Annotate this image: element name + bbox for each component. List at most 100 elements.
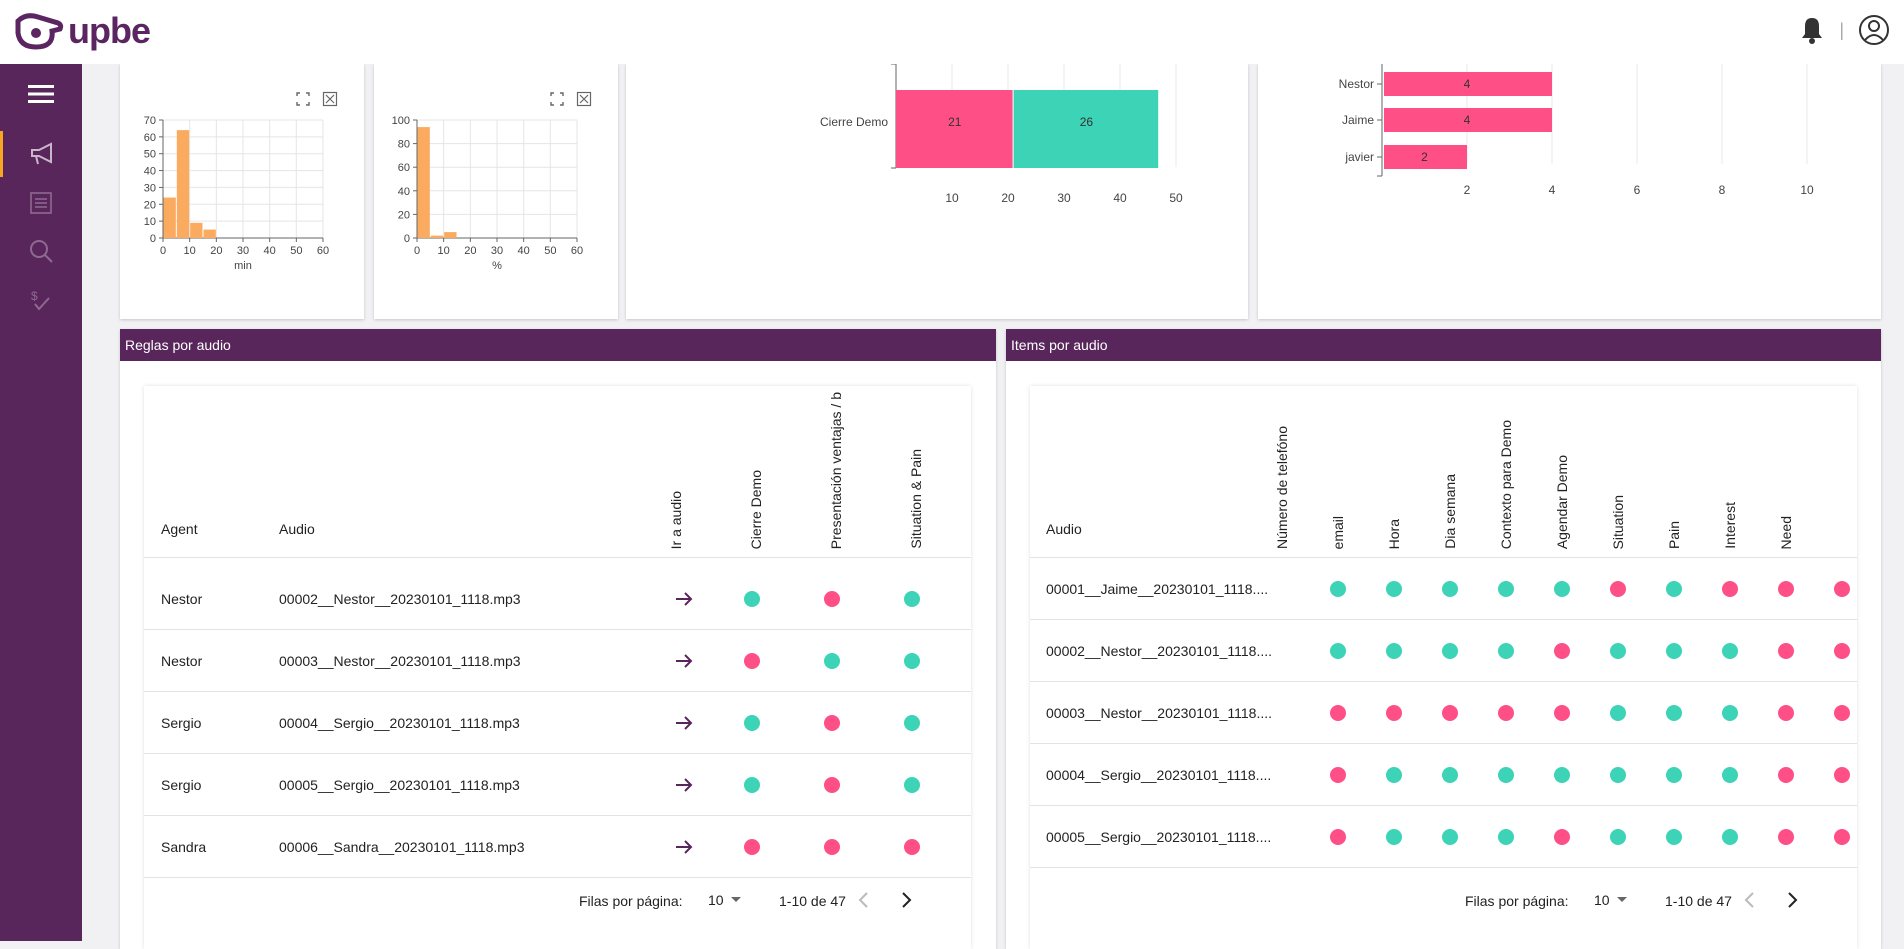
x-tick-label: 8 — [1719, 183, 1726, 197]
stacked-bar-segment — [1013, 90, 1159, 168]
agents-chart: 2 4 6 8 10 Nestor 4 Jaime 4 javier 2 — [1339, 64, 1814, 197]
x-tick-label: 10 — [945, 191, 959, 205]
col-presentacion-ventajas: Presentación ventajas / b — [828, 391, 844, 549]
fullscreen-icon[interactable] — [549, 91, 565, 107]
category-label: Nestor — [1339, 77, 1374, 91]
x-axis-label: % — [492, 260, 502, 272]
status-dot — [1834, 829, 1850, 845]
x-tick-label: 10 — [438, 245, 450, 257]
y-tick-label: 70 — [144, 115, 156, 127]
fullscreen-icon[interactable] — [295, 91, 311, 107]
divider: | — [1839, 19, 1844, 40]
bar — [1384, 72, 1552, 96]
x-tick-label: 60 — [571, 245, 583, 257]
bar — [1384, 108, 1552, 132]
audio-cell: 00003__Nestor__20230101_1118.... — [1046, 705, 1273, 721]
exit-fullscreen-icon[interactable] — [322, 91, 338, 107]
next-page-icon[interactable] — [1784, 891, 1800, 909]
arrow-right-icon — [676, 840, 693, 854]
reglas-rows-per-page-label: Filas por página: — [579, 893, 683, 909]
status-dot — [1554, 643, 1570, 659]
sidebar-item-campaigns[interactable] — [0, 131, 82, 177]
status-dot — [744, 653, 760, 669]
sidebar-item-search[interactable] — [0, 228, 82, 274]
status-dot — [1778, 643, 1794, 659]
x-tick-label: 40 — [264, 245, 276, 257]
status-dot — [1554, 581, 1570, 597]
x-tick-label: 20 — [1001, 191, 1015, 205]
status-dot — [1330, 643, 1346, 659]
col-ir-a-audio: Ir a audio — [668, 490, 684, 549]
table-row: Nestor 00002__Nestor__20230101_1118.mp3 — [144, 568, 971, 630]
status-dot — [904, 653, 920, 669]
cierre-demo-card: 10 20 30 40 50 Cierre Demo 21 26 — [626, 64, 1248, 319]
prev-page-icon[interactable] — [1742, 891, 1758, 909]
y-tick-label: 40 — [398, 186, 410, 198]
col-item-header: Pain — [1666, 520, 1682, 549]
status-dot — [1554, 705, 1570, 721]
go-to-audio-button[interactable] — [674, 714, 694, 732]
arrow-right-icon — [676, 778, 693, 792]
items-table: Audio Número de telefóno email Hora Dia sem… — [1030, 386, 1857, 949]
sidebar-item-list[interactable] — [0, 180, 82, 226]
x-tick-label: 0 — [414, 245, 420, 257]
histogram-bar — [163, 197, 176, 238]
x-tick-label: 40 — [1113, 191, 1127, 205]
status-dot — [1442, 829, 1458, 845]
exit-fullscreen-icon[interactable] — [576, 91, 592, 107]
user-avatar-icon[interactable] — [1858, 14, 1890, 46]
x-tick-label: 2 — [1464, 183, 1471, 197]
go-to-audio-button[interactable] — [674, 590, 694, 608]
prev-page-icon[interactable] — [856, 891, 872, 909]
histogram-bar — [190, 222, 203, 238]
col-audio: Audio — [1046, 521, 1082, 537]
status-dot — [1386, 643, 1402, 659]
status-dot — [904, 715, 920, 731]
histogram-bar — [203, 229, 216, 238]
go-to-audio-button[interactable] — [674, 838, 694, 856]
status-dot — [1442, 581, 1458, 597]
top-bar: upbe | — [0, 0, 1904, 64]
menu-icon[interactable] — [0, 71, 82, 117]
items-panel: Items por audio Audio Número de telefóno… — [1006, 329, 1881, 949]
agents-card: 2 4 6 8 10 Nestor 4 Jaime 4 javier 2 — [1258, 64, 1881, 319]
bar-data-label: 4 — [1464, 113, 1471, 127]
sidebar-item-check[interactable]: $ — [0, 277, 82, 323]
agent-cell: Sergio — [161, 777, 202, 793]
items-rows-per-page-select[interactable]: 10 — [1594, 892, 1628, 908]
status-dot — [824, 839, 840, 855]
x-tick-label: 4 — [1549, 183, 1556, 197]
col-agent: Agent — [161, 521, 198, 537]
agent-cell: Sandra — [161, 839, 207, 855]
col-item-header: Número de telefóno — [1274, 426, 1290, 549]
y-tick-label: 60 — [144, 132, 156, 144]
status-dot — [824, 591, 840, 607]
status-dot — [904, 591, 920, 607]
status-dot — [1666, 643, 1682, 659]
bar-data-label: 2 — [1421, 150, 1428, 164]
col-item-header: Dia semana — [1442, 474, 1458, 549]
col-item-header: Contexto para Demo — [1498, 419, 1514, 549]
table-row: 00003__Nestor__20230101_1118.... — [1030, 682, 1857, 744]
y-tick-label: 20 — [398, 209, 410, 221]
cierre-demo-chart: 10 20 30 40 50 Cierre Demo 21 26 — [820, 64, 1183, 205]
x-axis-label: min — [234, 260, 252, 272]
y-tick-label: 30 — [144, 182, 156, 194]
svg-text:$: $ — [31, 289, 38, 303]
go-to-audio-button[interactable] — [674, 776, 694, 794]
histogram-bar — [430, 235, 444, 238]
next-page-icon[interactable] — [898, 891, 914, 909]
reglas-rows-per-page-select[interactable]: 10 — [708, 892, 742, 908]
y-tick-label: 100 — [392, 115, 410, 127]
reglas-title: Reglas por audio — [120, 329, 996, 361]
y-tick-label: 10 — [144, 216, 156, 228]
x-tick-label: 6 — [1634, 183, 1641, 197]
rows-per-page-value: 10 — [1594, 892, 1610, 908]
status-dot — [1722, 643, 1738, 659]
status-dot — [1330, 767, 1346, 783]
logo[interactable]: upbe — [12, 10, 151, 52]
col-cierre-demo: Cierre Demo — [748, 469, 764, 549]
bell-icon[interactable] — [1799, 16, 1825, 44]
go-to-audio-button[interactable] — [674, 652, 694, 670]
status-dot — [744, 839, 760, 855]
